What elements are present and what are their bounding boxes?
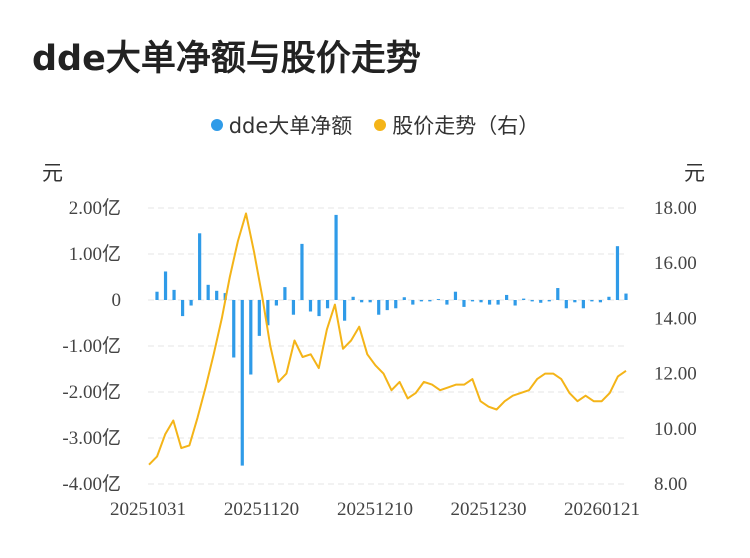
legend-label-price: 股价走势（右） bbox=[392, 114, 540, 138]
right-tick-label: 18.00 bbox=[654, 198, 697, 219]
dde-bar[interactable] bbox=[436, 299, 440, 300]
dde-bar[interactable] bbox=[522, 298, 526, 300]
x-tick-label: 20251120 bbox=[224, 499, 299, 520]
dde-bar[interactable] bbox=[360, 300, 364, 303]
bar-series bbox=[155, 214, 628, 466]
dde-bar[interactable] bbox=[215, 290, 219, 300]
right-tick-label: 12.00 bbox=[654, 364, 697, 385]
legend-dot-dde bbox=[210, 119, 223, 131]
dde-bar[interactable] bbox=[257, 300, 261, 336]
dde-bar[interactable] bbox=[470, 300, 475, 302]
dde-bar[interactable] bbox=[445, 300, 449, 305]
dde-bar[interactable] bbox=[283, 287, 287, 300]
right-axis-unit: 元 bbox=[684, 161, 705, 185]
dde-bar[interactable] bbox=[291, 300, 296, 315]
dde-bar[interactable] bbox=[590, 300, 594, 302]
legend-item-price[interactable]: 股价走势（右） bbox=[374, 110, 539, 140]
dde-bar[interactable] bbox=[308, 300, 313, 312]
left-tick-label: -2.00亿 bbox=[62, 381, 121, 403]
dde-bar[interactable] bbox=[479, 300, 483, 303]
left-tick-label: -3.00亿 bbox=[62, 427, 121, 449]
left-tick-label: 2.00亿 bbox=[69, 197, 121, 219]
dde-bar[interactable] bbox=[249, 300, 253, 375]
dde-bar[interactable] bbox=[402, 297, 406, 300]
dde-bar[interactable] bbox=[607, 296, 611, 300]
dde-bar[interactable] bbox=[615, 246, 620, 300]
dde-bar[interactable] bbox=[377, 300, 381, 315]
legend-label-dde: dde大单净额 bbox=[228, 114, 353, 138]
dde-bar[interactable] bbox=[343, 300, 347, 321]
line-series bbox=[148, 212, 627, 466]
dde-bar[interactable] bbox=[598, 300, 603, 303]
dde-bar[interactable] bbox=[428, 300, 432, 302]
dde-bar[interactable] bbox=[411, 300, 415, 305]
dde-bar[interactable] bbox=[266, 300, 270, 326]
dde-bar[interactable] bbox=[573, 300, 577, 303]
dde-bar[interactable] bbox=[453, 291, 458, 300]
legend-item-dde[interactable]: dde大单净额 bbox=[210, 110, 353, 140]
legend-dot-price bbox=[374, 119, 387, 131]
chart-title: dde大单净额与股价走势 bbox=[32, 39, 421, 79]
dde-bar[interactable] bbox=[172, 289, 176, 300]
right-tick-label: 10.00 bbox=[654, 419, 697, 440]
dde-bar[interactable] bbox=[368, 300, 372, 303]
dde-bar[interactable] bbox=[556, 288, 560, 300]
dde-bar[interactable] bbox=[163, 271, 168, 300]
dde-bar[interactable] bbox=[240, 300, 244, 466]
dde-bar[interactable] bbox=[189, 300, 193, 306]
dde-bar[interactable] bbox=[385, 300, 389, 311]
dde-bar[interactable] bbox=[530, 300, 534, 302]
left-tick-label: -4.00亿 bbox=[62, 473, 121, 495]
dde-bar[interactable] bbox=[394, 300, 398, 309]
dde-bar[interactable] bbox=[274, 300, 278, 306]
dde-bar[interactable] bbox=[547, 300, 551, 302]
dde-bar[interactable] bbox=[198, 233, 202, 300]
x-tick-label: 20251230 bbox=[451, 499, 527, 520]
dde-bar[interactable] bbox=[513, 300, 517, 306]
dde-bar[interactable] bbox=[180, 300, 185, 317]
dde-bar[interactable] bbox=[581, 300, 585, 309]
dde-bar[interactable] bbox=[564, 300, 568, 309]
dde-bar[interactable] bbox=[487, 300, 492, 305]
dde-bar[interactable] bbox=[505, 294, 509, 300]
dde-bar[interactable] bbox=[334, 214, 338, 300]
right-tick-label: 14.00 bbox=[654, 308, 697, 329]
right-tick-label: 8.00 bbox=[654, 474, 687, 495]
dde-bar[interactable] bbox=[300, 243, 304, 300]
price-line[interactable] bbox=[148, 212, 627, 466]
dde-bar[interactable] bbox=[155, 291, 159, 300]
legend: dde大单净额 股价走势（右） bbox=[0, 110, 750, 140]
right-tick-label: 16.00 bbox=[654, 253, 697, 274]
left-axis-unit: 元 bbox=[42, 161, 63, 185]
left-tick-label: 1.00亿 bbox=[69, 243, 121, 265]
dde-bar[interactable] bbox=[462, 300, 466, 307]
x-tick-label: 20251031 bbox=[110, 499, 186, 520]
grid-layer bbox=[148, 207, 628, 485]
dde-bar[interactable] bbox=[419, 300, 423, 302]
dde-bar[interactable] bbox=[496, 300, 500, 305]
dde-bar[interactable] bbox=[317, 300, 321, 317]
dde-bar[interactable] bbox=[325, 300, 330, 309]
left-tick-label: -1.00亿 bbox=[62, 335, 121, 357]
x-tick-label: 20260121 bbox=[564, 499, 640, 520]
dde-bar[interactable] bbox=[539, 300, 543, 303]
dde-bar[interactable] bbox=[206, 284, 210, 300]
dde-bar[interactable] bbox=[624, 293, 628, 300]
dde-bar[interactable] bbox=[232, 300, 236, 358]
x-tick-label: 20251210 bbox=[337, 499, 413, 520]
left-tick-label: 0 bbox=[112, 290, 122, 311]
axis-labels: 2.00亿 1.00亿 0 -1.00亿 -2.00亿 -3.00亿 -4.00亿 18.00… bbox=[62, 197, 696, 520]
dde-bar[interactable] bbox=[351, 296, 355, 300]
